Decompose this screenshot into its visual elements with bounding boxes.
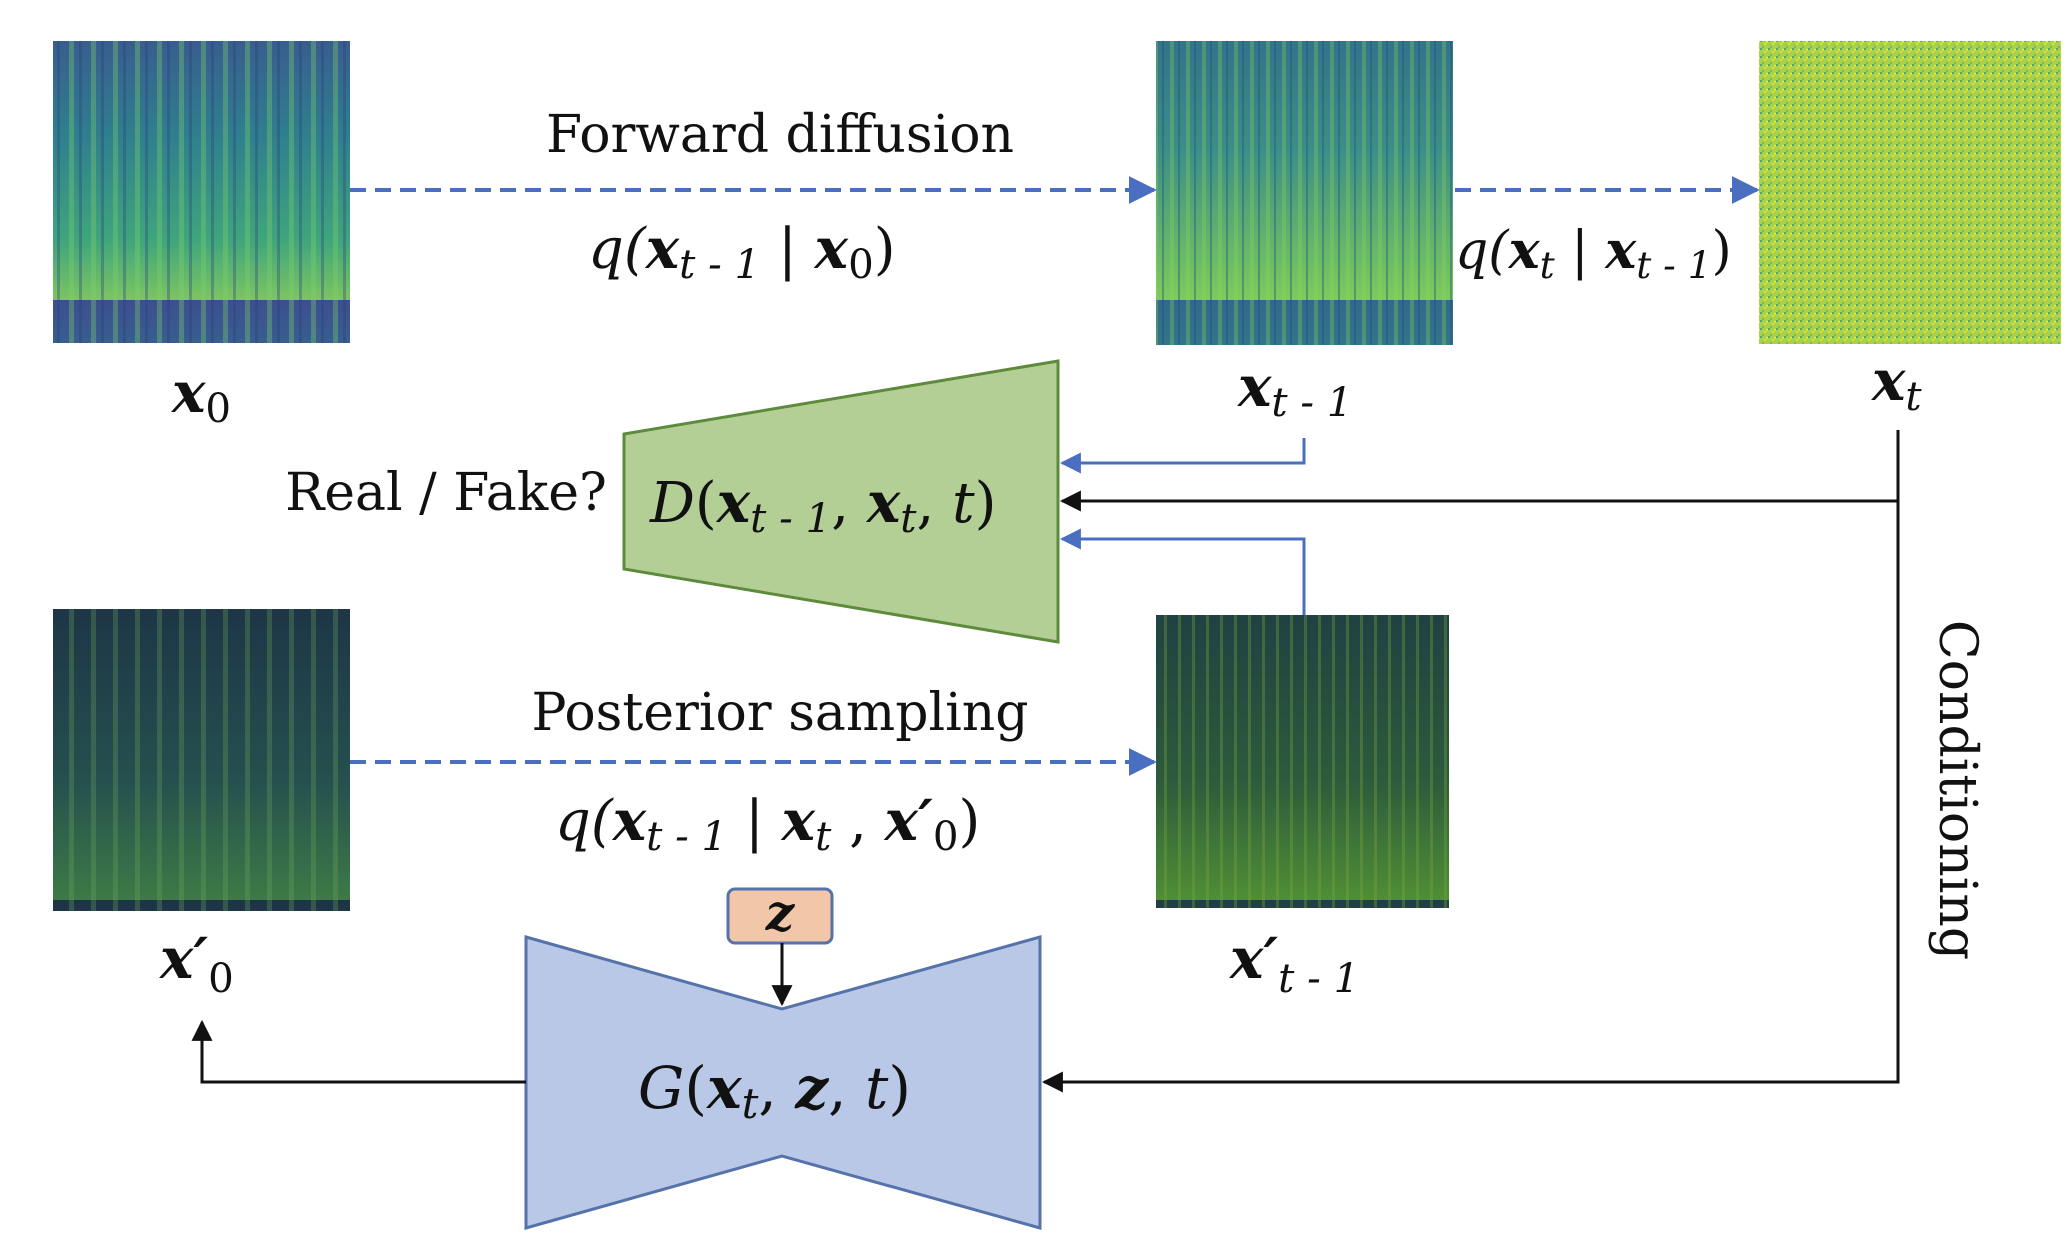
spectrogram-x0 <box>53 41 350 343</box>
spectrogram-x0-prime <box>53 609 350 911</box>
generator-block <box>524 935 1042 1230</box>
z-noise-box <box>726 887 834 945</box>
generator-output-arrow <box>191 1019 526 1084</box>
xt-minus-1-prime-to-disc-arrow <box>1059 528 1306 615</box>
spectrogram-xt-minus-1 <box>1156 41 1453 345</box>
q-step-formula: q(xt | xt - 1) <box>1455 220 1732 287</box>
x0-prime-label: x′0 <box>159 926 234 1002</box>
xt-label: xt <box>1871 348 1922 420</box>
spectrogram-xt-minus-1-prime <box>1156 615 1449 908</box>
z-label: z <box>765 883 796 942</box>
xt-minus-1-to-disc-arrow <box>1059 438 1306 474</box>
posterior-sampling-label: Posterior sampling <box>531 683 1028 743</box>
q-posterior-formula: q(xt - 1 | xt , x′0) <box>555 788 980 860</box>
conditioning-label: Conditioning <box>1927 620 1987 960</box>
generator-formula: G(xt, z, t) <box>638 1054 911 1128</box>
conditioning-to-gen-arrow <box>1041 501 1900 1093</box>
conditioning-to-disc-arrow <box>1059 430 1900 512</box>
q-forward-formula: q(xt - 1 | x0) <box>588 216 896 288</box>
discriminator-formula: D(xt - 1, xt, t) <box>649 470 996 542</box>
xt-minus-1-label: xt - 1 <box>1237 354 1353 426</box>
discriminator-block <box>622 359 1060 644</box>
spectrogram-xt <box>1759 41 2061 344</box>
forward-diffusion-label: Forward diffusion <box>546 105 1014 165</box>
xt-minus-1-prime-label: x′t - 1 <box>1229 926 1359 1002</box>
real-fake-label: Real / Fake? <box>285 463 607 523</box>
x0-label: x0 <box>171 360 231 432</box>
